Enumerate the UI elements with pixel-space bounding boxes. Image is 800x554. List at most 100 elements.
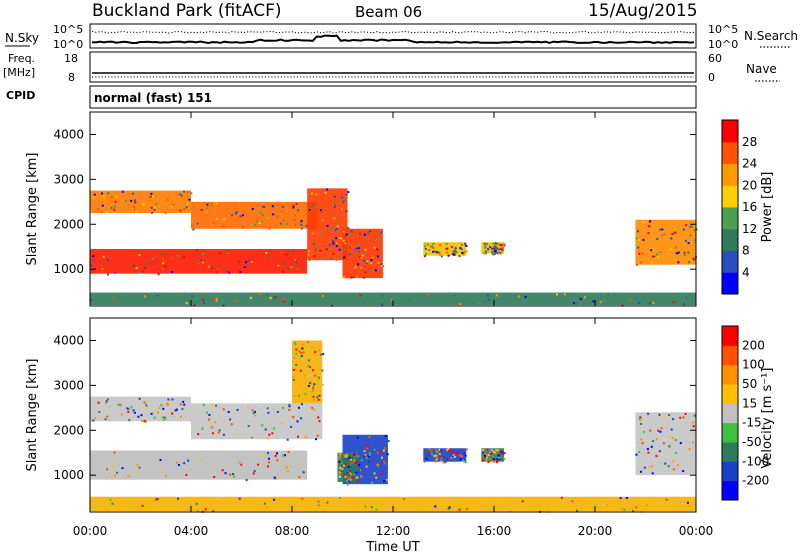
- velocity-speckle: [214, 421, 217, 424]
- velocity-speckle: [366, 447, 369, 450]
- velocity-speckle: [338, 496, 341, 499]
- power-speckle: [198, 262, 201, 265]
- velocity-speckle: [294, 342, 297, 345]
- power-speckle: [463, 251, 466, 254]
- power-speckle: [445, 242, 448, 245]
- power-speckle: [241, 214, 244, 217]
- power-speckle: [381, 294, 384, 297]
- power-speckle: [97, 207, 100, 210]
- velocity-speckle: [181, 407, 184, 410]
- x-tick-label: 12:00: [376, 524, 411, 538]
- power-speckle: [579, 302, 582, 305]
- velocity-speckle: [303, 374, 306, 377]
- velocity-speckle: [489, 452, 492, 455]
- velocity-speckle: [635, 453, 638, 456]
- power-speckle: [380, 265, 383, 268]
- velocity-speckle: [463, 452, 466, 455]
- velocity-speckle: [309, 382, 312, 385]
- velocity-speckle: [639, 438, 642, 441]
- velocity-speckle: [222, 433, 225, 436]
- velocity-speckle: [297, 376, 300, 379]
- power-speckle: [376, 247, 379, 250]
- power-speckle: [100, 192, 103, 195]
- velocity-speckle: [90, 466, 93, 469]
- velocity-speckle: [317, 500, 320, 503]
- velocity-speckle: [383, 480, 386, 483]
- power-speckle: [346, 210, 349, 213]
- velocity-speckle: [435, 448, 438, 451]
- power-speckle: [470, 302, 473, 305]
- velocity-speckle: [217, 497, 220, 500]
- power-speckle: [142, 203, 145, 206]
- power-speckle: [689, 234, 692, 237]
- velocity-speckle: [376, 463, 379, 466]
- velocity-speckle: [177, 497, 180, 500]
- power-speckle: [435, 251, 438, 254]
- velocity-speckle: [651, 472, 654, 475]
- velocity-speckle: [377, 464, 380, 467]
- colorbar-swatch: [722, 442, 738, 462]
- power-speckle: [282, 262, 285, 265]
- velocity-speckle: [232, 475, 235, 478]
- power-speckle: [251, 207, 254, 210]
- power-speckle: [376, 248, 379, 251]
- power-speckle: [648, 220, 651, 223]
- power-speckle: [685, 224, 688, 227]
- power-speckle: [692, 257, 695, 260]
- power-speckle: [258, 222, 261, 225]
- power-speckle: [344, 242, 347, 245]
- velocity-region-2: [191, 403, 323, 440]
- velocity-speckle: [344, 463, 347, 466]
- power-speckle: [642, 238, 645, 241]
- power-speckle: [280, 210, 283, 213]
- velocity-speckle: [346, 454, 349, 457]
- power-speckle: [292, 204, 295, 207]
- power-speckle: [188, 198, 191, 201]
- colorbar-tick-label: 100: [742, 358, 765, 372]
- velocity-speckle: [498, 453, 501, 456]
- power-speckle: [563, 293, 566, 296]
- power-speckle: [238, 260, 241, 263]
- velocity-speckle: [293, 378, 296, 381]
- velocity-speckle: [444, 461, 447, 464]
- velocity-speckle: [491, 457, 494, 460]
- power-speckle: [494, 245, 497, 248]
- velocity-speckle: [674, 439, 677, 442]
- power-speckle: [307, 253, 310, 256]
- power-speckle: [132, 205, 135, 208]
- power-speckle: [215, 202, 218, 205]
- velocity-speckle: [339, 471, 342, 474]
- velocity-speckle: [368, 453, 371, 456]
- power-speckle: [319, 249, 322, 252]
- velocity-speckle: [300, 354, 303, 357]
- power-speckle: [432, 250, 435, 253]
- velocity-speckle: [238, 497, 241, 500]
- power-speckle: [310, 209, 313, 212]
- velocity-speckle: [143, 401, 146, 404]
- power-speckle: [348, 248, 351, 251]
- colorbar-swatch: [722, 250, 738, 273]
- velocity-speckle: [688, 505, 691, 508]
- power-speckle: [498, 243, 501, 246]
- power-speckle: [183, 208, 186, 211]
- power-speckle: [239, 271, 242, 274]
- velocity-speckle: [252, 472, 255, 475]
- velocity-speckle: [179, 415, 182, 418]
- velocity-speckle: [485, 456, 488, 459]
- power-speckle: [376, 255, 379, 258]
- power-speckle: [455, 250, 458, 253]
- velocity-speckle: [500, 453, 503, 456]
- power-speckle: [151, 257, 154, 260]
- power-speckle: [332, 242, 335, 245]
- power-speckle: [358, 250, 361, 253]
- velocity-speckle: [137, 415, 140, 418]
- velocity-speckle: [382, 449, 385, 452]
- velocity-speckle: [152, 411, 155, 414]
- velocity-speckle: [495, 449, 498, 452]
- power-speckle: [140, 271, 143, 274]
- velocity-speckle: [313, 374, 316, 377]
- power-speckle: [268, 227, 271, 230]
- power-speckle: [357, 244, 360, 247]
- colorbar-swatch: [722, 185, 738, 208]
- power-speckle: [263, 206, 266, 209]
